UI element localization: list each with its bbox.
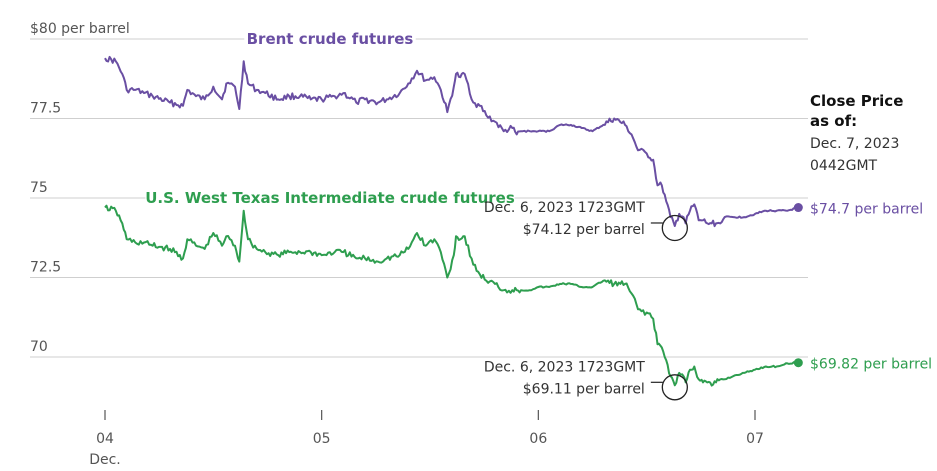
annotation-date: Dec. 6, 2023 1723GMT: [484, 200, 645, 216]
close-price-time: 0442GMT: [810, 158, 878, 174]
series-label-0: Brent crude futures: [247, 30, 414, 48]
y-tick-label: 70: [30, 339, 48, 355]
end-value-label-1: $69.82 per barrel: [810, 357, 932, 373]
annotation-date: Dec. 6, 2023 1723GMT: [484, 359, 645, 375]
series-labels: Brent crude futures U.S. West Texas Inter…: [145, 29, 515, 208]
series-end-dot-1: [793, 358, 803, 368]
x-tick-label: 06: [529, 431, 547, 447]
series-label-1: U.S. West Texas Intermediate crude futur…: [145, 189, 515, 207]
annotations: Dec. 6, 2023 1723GMT $74.12 per barrel Dec…: [484, 200, 932, 401]
series-line-0: [104, 55, 799, 228]
annotation-circle: [661, 214, 688, 242]
series-label-bg: [244, 29, 416, 49]
annotation-value: $74.12 per barrel: [523, 222, 645, 238]
y-tick-label: 72.5: [30, 260, 61, 276]
y-tick-label: $80 per barrel: [30, 21, 130, 37]
close-price-date: Dec. 7, 2023: [810, 136, 899, 152]
x-tick-label: 04: [96, 431, 114, 447]
end-value-label-0: $74.7 per barrel: [810, 202, 923, 218]
x-tick-label: 07: [746, 431, 764, 447]
annotation-circle: [661, 374, 688, 401]
y-axis-ticks: $80 per barrel 77.5 75 72.5 70: [30, 21, 130, 355]
annotation-value: $69.11 per barrel: [523, 381, 645, 397]
close-price-as-of: as of:: [810, 112, 857, 130]
series-label-bg: [145, 188, 515, 208]
x-axis-ticks: 04 Dec. 05 06 07: [89, 410, 764, 468]
close-price-title: Close Price: [810, 92, 903, 110]
series-end-dot-0: [793, 203, 803, 213]
x-tick-label: 05: [313, 431, 331, 447]
x-tick-sublabel: Dec.: [89, 452, 121, 468]
y-tick-label: 75: [30, 180, 48, 196]
close-price-box: Close Price as of: Dec. 7, 2023 0442GMT: [810, 92, 903, 174]
series-line-1: [104, 204, 799, 387]
series-lines: [104, 55, 803, 387]
y-tick-label: 77.5: [30, 101, 61, 117]
